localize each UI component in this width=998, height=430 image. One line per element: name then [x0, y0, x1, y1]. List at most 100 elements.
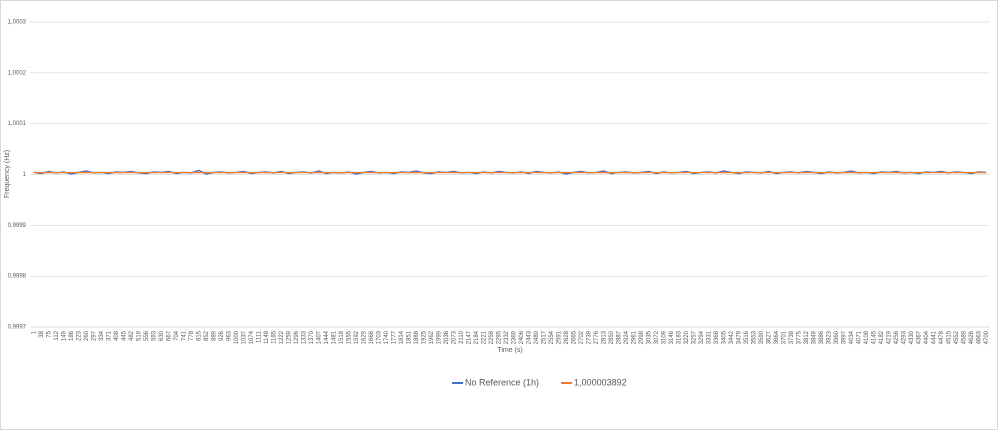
x-tick-label: 889	[211, 330, 217, 341]
x-tick-label: 4626	[969, 330, 975, 344]
x-tick-label: 3960	[834, 330, 840, 344]
x-tick-label: 4182	[879, 330, 885, 344]
x-tick-label: 4330	[909, 330, 915, 344]
x-tick-label: 2924	[624, 330, 630, 344]
x-tick-label: 4441	[931, 330, 937, 344]
x-tick-label: 2554	[549, 330, 555, 344]
x-tick-label: 667	[166, 330, 172, 341]
x-tick-label: 4367	[916, 330, 922, 344]
x-tick-label: 3442	[729, 330, 735, 344]
x-tick-label: 223	[76, 330, 82, 341]
x-tick-label: 704	[174, 330, 180, 341]
x-tick-label: 2998	[639, 330, 645, 344]
x-tick-label: 3368	[714, 330, 720, 344]
x-tick-label: 1703	[376, 330, 382, 344]
x-tick-label: 3627	[766, 330, 772, 344]
x-tick-label: 3146	[669, 330, 675, 344]
x-tick-label: 4478	[939, 330, 945, 344]
x-tick-label: 630	[159, 330, 165, 341]
legend-label: 1,000003892	[574, 377, 627, 387]
x-tick-label: 3812	[804, 330, 810, 344]
x-tick-label: 2036	[444, 330, 450, 344]
x-tick-label: 852	[204, 330, 210, 341]
x-tick-label: 38	[39, 330, 45, 337]
x-tick-label: 3183	[676, 330, 682, 344]
x-tick-label: 3923	[826, 330, 832, 344]
x-tick-label: 519	[136, 330, 142, 341]
x-tick-label: 2221	[481, 330, 487, 344]
x-tick-label: 2813	[601, 330, 607, 344]
x-tick-label: 2961	[631, 330, 637, 344]
x-tick-label: 2480	[534, 330, 540, 344]
x-tick-label: 3405	[721, 330, 727, 344]
x-tick-label: 4589	[961, 330, 967, 344]
x-tick-label: 1111	[256, 330, 262, 343]
x-tick-label: 4034	[849, 330, 855, 344]
x-tick-label: 1370	[309, 330, 315, 344]
x-tick-label: 1740	[384, 330, 390, 344]
x-tick-label: 75	[46, 330, 52, 337]
x-tick-label: 1592	[354, 330, 360, 344]
x-tick-label: 1185	[271, 330, 277, 344]
x-tick-label: 593	[151, 330, 157, 341]
x-tick-label: 3738	[789, 330, 795, 344]
x-tick-label: 1	[31, 330, 37, 334]
x-tick-label: 4071	[856, 330, 862, 344]
x-tick-label: 1074	[249, 330, 255, 344]
x-tick-label: 3997	[841, 330, 847, 344]
y-tick-label: 1,0002	[8, 70, 27, 76]
x-tick-label: 2073	[451, 330, 457, 344]
x-tick-label: 741	[181, 330, 187, 341]
x-axis-title: Time (s)	[497, 347, 522, 354]
x-tick-label: 2332	[504, 330, 510, 344]
x-tick-label: 4293	[901, 330, 907, 344]
x-tick-label: 2369	[511, 330, 517, 344]
x-tick-label: 4219	[886, 330, 892, 344]
legend-label: No Reference (1h)	[465, 377, 539, 387]
x-tick-label: 2517	[541, 330, 547, 344]
x-tick-label: 408	[114, 330, 120, 341]
y-tick-label: 0,9998	[8, 274, 27, 280]
x-tick-label: 1555	[346, 330, 352, 344]
x-tick-label: 149	[61, 330, 67, 341]
x-tick-label: 3701	[781, 330, 787, 344]
x-tick-label: 1518	[339, 330, 345, 344]
x-tick-label: 3035	[646, 330, 652, 344]
x-tick-label: 2406	[519, 330, 525, 344]
x-tick-label: 1333	[301, 330, 307, 344]
x-tick-label: 3072	[654, 330, 660, 344]
x-tick-label: 556	[144, 330, 150, 341]
x-tick-label: 2110	[459, 330, 465, 344]
x-tick-label: 3886	[819, 330, 825, 344]
x-tick-label: 2295	[496, 330, 502, 344]
x-tick-label: 482	[129, 330, 135, 341]
x-tick-label: 1296	[294, 330, 300, 344]
x-tick-label: 3294	[699, 330, 705, 344]
x-tick-label: 2776	[594, 330, 600, 344]
x-tick-label: 2184	[474, 330, 480, 344]
y-tick-label: 0,9999	[8, 223, 27, 229]
x-tick-label: 1259	[286, 330, 292, 344]
x-tick-label: 3590	[759, 330, 765, 344]
x-tick-label: 2665	[571, 330, 577, 344]
x-tick-label: 3664	[774, 330, 780, 344]
x-tick-label: 4108	[864, 330, 870, 344]
x-tick-label: 112	[54, 330, 60, 340]
x-tick-label: 2887	[616, 330, 622, 344]
x-tick-label: 4552	[954, 330, 960, 344]
x-tick-label: 4515	[946, 330, 952, 344]
x-tick-label: 926	[219, 330, 225, 341]
x-tick-label: 4256	[894, 330, 900, 344]
x-tick-label: 186	[69, 330, 75, 341]
x-tick-label: 778	[189, 330, 195, 341]
x-tick-label: 1851	[406, 330, 412, 344]
x-tick-label: 2443	[526, 330, 532, 344]
x-tick-label: 3220	[684, 330, 690, 344]
x-tick-label: 3257	[691, 330, 697, 344]
x-tick-label: 1444	[324, 330, 330, 344]
x-tick-label: 963	[226, 330, 232, 341]
x-tick-label: 1666	[369, 330, 375, 344]
x-tick-label: 1407	[316, 330, 322, 344]
x-tick-label: 1888	[414, 330, 420, 344]
